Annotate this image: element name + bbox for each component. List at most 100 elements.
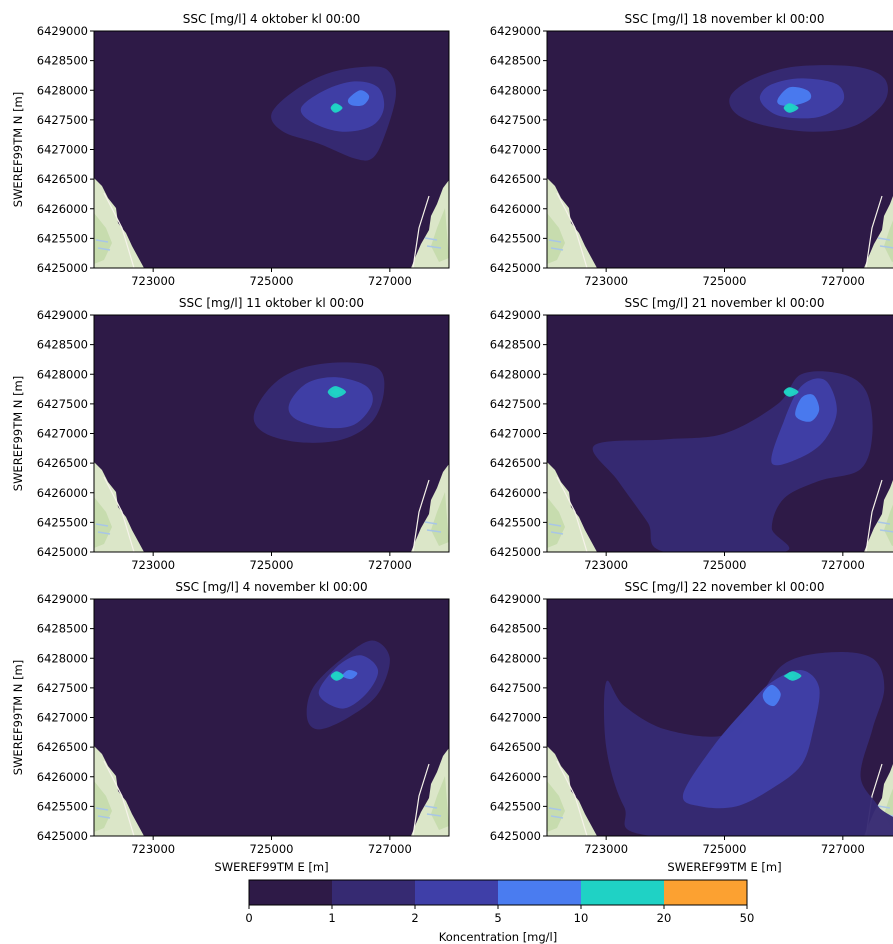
y-tick-label: 6425500 — [490, 231, 541, 245]
source-marker — [783, 388, 796, 397]
y-tick-label: 6427000 — [490, 143, 541, 157]
band-0-background — [94, 599, 449, 836]
contour-band-3 — [762, 684, 781, 707]
y-tick-label: 6427000 — [490, 711, 541, 725]
water-southeast — [877, 237, 893, 249]
subplot: SSC [mg/l] 11 oktober kl 00:00 6425000 642… — [11, 296, 450, 572]
y-tick-label: 6426500 — [37, 172, 88, 186]
y-tick-label: 6426000 — [490, 770, 541, 784]
colorbar-segment — [249, 880, 333, 905]
band-0-background — [94, 31, 449, 268]
y-tick-label: 6427500 — [490, 113, 541, 127]
source-marker — [330, 672, 343, 681]
subplot-title: SSC [mg/l] 4 november kl 00:00 — [175, 580, 367, 594]
land-southeast — [864, 196, 893, 268]
contour-band-2 — [318, 655, 379, 709]
x-tick-label: 723000 — [584, 274, 628, 288]
y-tick-label: 6426000 — [37, 486, 88, 500]
y-tick-label: 6427000 — [490, 427, 541, 441]
colorbar-label: Koncentration [mg/l] — [439, 930, 558, 944]
y-tick-label: 6425500 — [490, 799, 541, 813]
water-southwest — [548, 807, 564, 819]
road-southeast — [412, 195, 430, 268]
water-southwest — [95, 523, 111, 535]
y-tick-label: 6426500 — [490, 740, 541, 754]
colorbar-tick-label: 20 — [657, 911, 672, 925]
forest-southeast — [884, 220, 893, 262]
forest-southwest — [94, 781, 112, 832]
land-southeast — [864, 480, 893, 552]
contour-band-3 — [342, 670, 358, 680]
x-tick-label: 725000 — [250, 842, 294, 856]
x-tick-label: 725000 — [703, 842, 747, 856]
subplot: SSC [mg/l] 21 november kl 00:00 6425000 64… — [490, 296, 893, 572]
y-tick-label: 6428500 — [490, 54, 541, 68]
y-tick-label: 6425000 — [490, 261, 541, 275]
road-southeast — [865, 479, 883, 552]
y-tick-label: 6428000 — [490, 651, 541, 665]
road-southwest — [556, 476, 588, 552]
subplot: SSC [mg/l] 4 oktober kl 00:00 6425000 6425… — [11, 12, 450, 288]
subplot-title: SSC [mg/l] 18 november kl 00:00 — [625, 12, 825, 26]
contour-band-2 — [682, 670, 820, 809]
source-marker — [330, 104, 343, 113]
subplot-title: SSC [mg/l] 22 november kl 00:00 — [625, 580, 825, 594]
road-southeast — [412, 479, 430, 552]
water-southeast — [877, 521, 893, 533]
water-southeast — [424, 521, 442, 533]
y-tick-label: 6425500 — [37, 231, 88, 245]
x-axis-label: SWEREF99TM E [m] — [214, 860, 328, 874]
y-tick-label: 6426000 — [490, 202, 541, 216]
y-tick-label: 6426000 — [37, 202, 88, 216]
water-southeast — [424, 237, 442, 249]
road-southwest — [103, 760, 135, 836]
water-southwest — [548, 523, 564, 535]
x-axis-label: SWEREF99TM E [m] — [667, 860, 781, 874]
y-tick-label: 6427500 — [490, 397, 541, 411]
y-tick-label: 6428500 — [490, 622, 541, 636]
forest-southeast — [431, 492, 449, 546]
water-southeast — [424, 805, 442, 817]
x-tick-label: 727000 — [368, 558, 412, 572]
y-tick-label: 6426500 — [490, 456, 541, 470]
plot-area — [94, 315, 449, 552]
y-tick-label: 6427500 — [37, 397, 88, 411]
water-southwest — [95, 239, 111, 251]
x-tick-label: 727000 — [368, 274, 412, 288]
x-tick-label: 727000 — [821, 842, 865, 856]
y-tick-label: 6425500 — [37, 799, 88, 813]
contour-band-3 — [795, 394, 820, 422]
x-tick-label: 727000 — [821, 558, 865, 572]
y-tick-label: 6426500 — [37, 740, 88, 754]
forest-southeast — [431, 776, 449, 830]
forest-southwest — [547, 497, 565, 548]
y-tick-label: 6428500 — [37, 622, 88, 636]
subplot: SSC [mg/l] 18 november kl 00:00 6425000 64… — [490, 12, 893, 288]
plot-area — [547, 599, 893, 836]
source-marker — [783, 104, 796, 113]
y-axis-label: SWEREF99TM N [m] — [11, 660, 25, 775]
y-axis-label: SWEREF99TM N [m] — [11, 376, 25, 491]
y-tick-label: 6425000 — [490, 829, 541, 843]
subplot-title: SSC [mg/l] 21 november kl 00:00 — [625, 296, 825, 310]
y-tick-label: 6425000 — [37, 261, 88, 275]
y-tick-label: 6428000 — [37, 651, 88, 665]
colorbar-tick-label: 10 — [574, 911, 589, 925]
colorbar-segment — [415, 880, 499, 905]
y-tick-label: 6429000 — [490, 308, 541, 322]
subplot-title: SSC [mg/l] 4 oktober kl 00:00 — [183, 12, 361, 26]
forest-southwest — [547, 213, 565, 264]
y-tick-label: 6425500 — [490, 515, 541, 529]
colorbar: 0 1 2 5 10 20 50 Koncentration [mg/l] — [245, 879, 754, 944]
y-tick-label: 6425000 — [490, 545, 541, 559]
water-southwest — [95, 807, 111, 819]
y-tick-label: 6429000 — [37, 592, 88, 606]
forest-southwest — [547, 781, 565, 832]
y-axis-label: SWEREF99TM N [m] — [11, 92, 25, 207]
y-tick-label: 6426500 — [37, 456, 88, 470]
subplot: SSC [mg/l] 4 november kl 00:00 6425000 642… — [11, 580, 450, 874]
y-tick-label: 6429000 — [37, 24, 88, 38]
y-tick-label: 6425500 — [37, 515, 88, 529]
x-tick-label: 725000 — [250, 274, 294, 288]
colorbar-tick-label: 1 — [328, 911, 335, 925]
